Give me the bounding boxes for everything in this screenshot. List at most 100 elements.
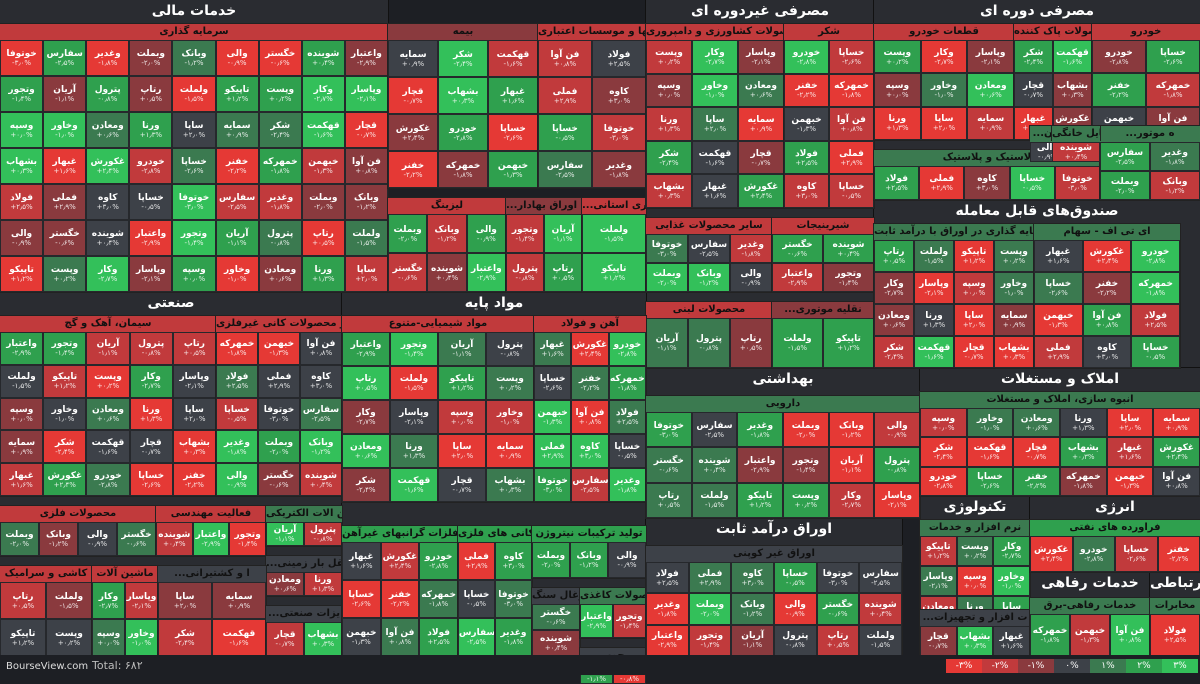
stock-tile[interactable]: وپاسار-۲٫۱% (738, 40, 784, 74)
stock-tile[interactable]: ولملت-۱٫۵% (172, 76, 215, 112)
stock-tile[interactable]: خوتوفا-۳٫۰% (1055, 166, 1100, 200)
stock-tile[interactable]: بشهاب+۰٫۳% (438, 77, 488, 114)
stock-tile[interactable]: خساپا-۰٫۵% (538, 114, 592, 151)
stock-tile[interactable]: واعتبار-۲٫۹% (737, 447, 783, 482)
stock-tile[interactable]: تاپیکو+۱٫۲% (582, 253, 646, 292)
stock-tile[interactable]: بشهاب+۰٫۳% (994, 336, 1034, 368)
stock-tile[interactable]: خفنر-۲٫۲% (1092, 73, 1146, 106)
stock-tile[interactable]: وپاسار-۲٫۱% (129, 256, 172, 292)
stock-tile[interactable]: خساپا-۲٫۶% (488, 114, 538, 151)
stock-tile[interactable]: وغدیر-۱٫۸% (216, 430, 258, 463)
stock-tile[interactable]: خفنر-۲٫۲% (381, 580, 420, 618)
stock-tile[interactable]: وسپه+۰٫۰% (0, 398, 43, 431)
stock-tile[interactable]: خودرو-۲٫۸% (609, 332, 646, 366)
stock-tile[interactable]: غبهار+۱٫۶% (43, 148, 86, 184)
stock-tile[interactable]: وتجور-۱٫۴% (390, 332, 438, 366)
stock-tile[interactable]: خودرو-۲٫۸% (129, 148, 172, 184)
stock-tile[interactable]: وبانک-۱٫۲% (345, 184, 388, 220)
stock-tile[interactable]: وسپه+۰٫۰% (957, 566, 994, 596)
stock-tile[interactable]: خوتوفا-۳٫۰% (495, 580, 532, 618)
stock-tile[interactable]: خودرو-۲٫۸% (438, 114, 488, 151)
stock-tile[interactable]: وپاسار-۲٫۱% (967, 40, 1014, 73)
stock-tile[interactable]: وپست+۰٫۲% (646, 40, 692, 74)
stock-tile[interactable]: خبهمن-۱٫۳% (1034, 304, 1083, 336)
stock-tile[interactable]: وپاسار-۲٫۱% (173, 365, 216, 398)
stock-tile[interactable]: وپاسار-۲٫۱% (914, 272, 954, 304)
stock-tile[interactable]: شکر-۲٫۴% (874, 336, 914, 368)
stock-tile[interactable]: خفنر-۲٫۲% (784, 74, 829, 108)
stock-tile[interactable]: غکورش+۲٫۴% (381, 542, 420, 580)
stock-tile[interactable]: فولاد+۲٫۵% (646, 562, 689, 593)
stock-tile[interactable]: کاوه+۳٫۰% (731, 562, 774, 593)
stock-tile[interactable]: خوتوفا-۳٫۰% (817, 562, 860, 593)
stock-tile[interactable]: خودرو-۲٫۸% (784, 40, 829, 74)
stock-tile[interactable]: قهکمت-۱٫۶% (1053, 40, 1092, 73)
stock-tile[interactable]: واعتبار-۲٫۹% (129, 220, 172, 256)
stock-tile[interactable]: وکار-۲٫۷% (692, 40, 738, 74)
stock-tile[interactable]: پترول-۰٫۸% (774, 625, 817, 656)
stock-tile[interactable]: خودرو-۲٫۸% (920, 467, 967, 496)
stock-tile[interactable]: آریان-۱٫۱% (266, 522, 304, 546)
stock-tile[interactable]: وبانک-۱٫۲% (731, 593, 774, 624)
stock-tile[interactable]: خساپا-۲٫۶% (1115, 536, 1158, 572)
stock-tile[interactable]: وتجور-۱٫۴% (613, 604, 646, 638)
stock-tile[interactable]: تاپیکو+۱٫۲% (0, 256, 43, 292)
stock-tile[interactable]: غکورش+۲٫۴% (738, 174, 784, 208)
industry-13[interactable]: محصولات پاک کنندهشکر-۲٫۴%قهکمت-۱٫۶%قچار-… (1014, 24, 1092, 140)
stock-tile[interactable]: وپاسار-۲٫۱% (390, 400, 438, 434)
stock-tile[interactable]: خساپا-۲٫۶% (967, 467, 1014, 496)
stock-tile[interactable]: فن آوا+۰٫۸% (571, 400, 608, 434)
stock-tile[interactable]: قچار-۰٫۷% (920, 626, 957, 656)
stock-tile[interactable]: خساپا-۰٫۵% (216, 398, 258, 431)
stock-tile[interactable]: آریان-۱٫۱% (544, 214, 582, 253)
stock-tile[interactable]: وپست+۰٫۲% (994, 240, 1034, 272)
stock-tile[interactable]: سمایه+۰٫۹% (216, 112, 259, 148)
stock-tile[interactable]: وبانک-۱٫۲% (570, 542, 608, 578)
stock-tile[interactable]: سمایه+۰٫۹% (967, 107, 1014, 140)
stock-tile[interactable]: وخاور-۱٫۰% (216, 256, 259, 292)
stock-tile[interactable]: غکورش+۲٫۴% (1083, 240, 1132, 272)
stock-tile[interactable]: غبهار+۱٫۶% (488, 77, 538, 114)
stock-tile[interactable]: قهکمت-۱٫۶% (914, 336, 954, 368)
stock-tile[interactable]: ساپا+۲٫۰% (921, 107, 968, 140)
stock-tile[interactable]: خودرو-۲٫۸% (86, 463, 129, 496)
stock-tile[interactable]: قهکمت-۱٫۶% (390, 468, 438, 502)
stock-tile[interactable]: سمایه+۰٫۹% (738, 107, 784, 141)
stock-tile[interactable]: ساپا+۲٫۰% (158, 582, 212, 619)
stock-tile[interactable]: خفنر-۲٫۲% (216, 148, 259, 184)
stock-tile[interactable]: خمهرکه-۱٫۸% (1146, 73, 1200, 106)
stock-tile[interactable]: ساپا+۲٫۰% (1107, 408, 1154, 437)
stock-tile[interactable]: قچار-۰٫۷% (345, 112, 388, 148)
stock-tile[interactable]: کاوه+۳٫۰% (784, 174, 829, 208)
stock-tile[interactable]: وپست+۰٫۲% (259, 76, 302, 112)
stock-tile[interactable]: پترول-۰٫۸% (874, 447, 920, 482)
stock-tile[interactable]: قهکمت-۱٫۶% (86, 430, 129, 463)
stock-tile[interactable]: سفارس-۲٫۵% (571, 468, 608, 502)
stock-tile[interactable]: وغدیر-۱٫۸% (730, 234, 772, 263)
stock-tile[interactable]: وپست+۰٫۲% (783, 483, 829, 518)
stock-tile[interactable]: رتاپ+۰٫۵% (342, 366, 390, 400)
stock-tile[interactable]: شوینده+۰٫۴% (302, 40, 345, 76)
stock-tile[interactable]: فن آوا+۰٫۸% (1153, 467, 1200, 496)
stock-tile[interactable]: وبملت-۲٫۰% (129, 40, 172, 76)
stock-tile[interactable]: خفنر-۲٫۲% (388, 151, 438, 188)
stock-tile[interactable]: واعتبار-۲٫۹% (580, 604, 613, 638)
stock-tile[interactable]: سفارس-۲٫۵% (216, 184, 259, 220)
stock-tile[interactable]: ورنا+۱٫۳% (646, 107, 692, 141)
stock-tile[interactable]: وخاور-۱٫۰% (125, 619, 158, 656)
stock-tile[interactable]: وتجور-۱٫۴% (43, 332, 86, 365)
stock-tile[interactable]: خگستر-۰٫۶% (646, 447, 692, 482)
stock-tile[interactable]: قچار-۰٫۷% (130, 430, 173, 463)
stock-tile[interactable]: وغدیر-۱٫۸% (592, 151, 646, 188)
stock-tile[interactable]: فولاد+۲٫۵% (419, 618, 458, 656)
stock-tile[interactable]: فولاد+۲٫۵% (1150, 614, 1200, 656)
stock-tile[interactable]: وبملت-۲٫۰% (689, 593, 732, 624)
